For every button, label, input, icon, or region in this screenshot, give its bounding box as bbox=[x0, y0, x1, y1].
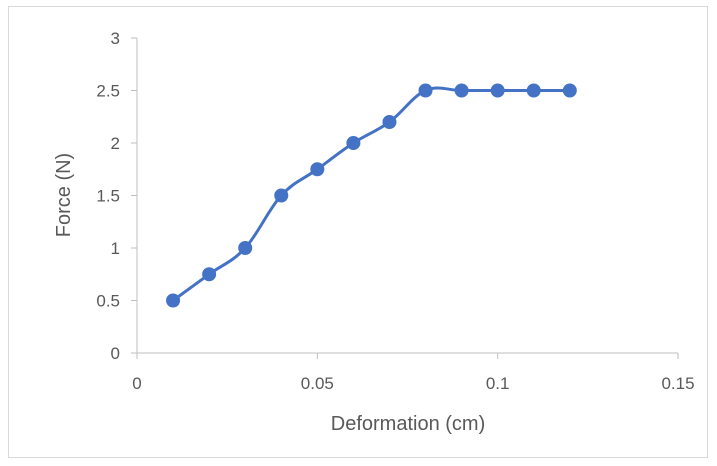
data-point bbox=[166, 293, 181, 308]
data-point bbox=[274, 188, 289, 203]
series-layer bbox=[166, 83, 577, 308]
chart-frame bbox=[8, 6, 708, 458]
data-point bbox=[202, 267, 217, 282]
data-point bbox=[418, 83, 433, 98]
y-tick-label: 0 bbox=[111, 344, 120, 363]
y-tick-label: 3 bbox=[111, 29, 120, 48]
y-tick-label: 1 bbox=[111, 239, 120, 258]
y-tick-label: 0.5 bbox=[96, 292, 120, 311]
data-point bbox=[490, 83, 505, 98]
series-line bbox=[172, 86, 570, 302]
data-point bbox=[346, 136, 361, 150]
x-tick-label: 0.15 bbox=[661, 374, 694, 393]
y-tick-label: 1.5 bbox=[96, 187, 120, 206]
data-point bbox=[454, 83, 469, 98]
y-ticks: 0 0.5 1 1.5 2 2.5 3 bbox=[96, 29, 137, 363]
data-point bbox=[310, 162, 325, 177]
data-point bbox=[562, 83, 577, 98]
axes bbox=[136, 38, 678, 354]
y-tick-label: 2 bbox=[111, 134, 120, 153]
y-axis-title: Force (N) bbox=[53, 153, 75, 237]
x-tick-label: 0 bbox=[132, 374, 141, 393]
data-point bbox=[382, 115, 397, 129]
x-tick-label: 0.05 bbox=[301, 374, 334, 393]
x-tick-label: 0.1 bbox=[486, 374, 510, 393]
x-axis-title: Deformation (cm) bbox=[331, 413, 485, 435]
y-tick-label: 2.5 bbox=[96, 82, 120, 101]
x-ticks: 0 0.05 0.1 0.15 bbox=[132, 353, 695, 393]
data-point bbox=[526, 83, 541, 98]
data-point bbox=[238, 241, 253, 255]
